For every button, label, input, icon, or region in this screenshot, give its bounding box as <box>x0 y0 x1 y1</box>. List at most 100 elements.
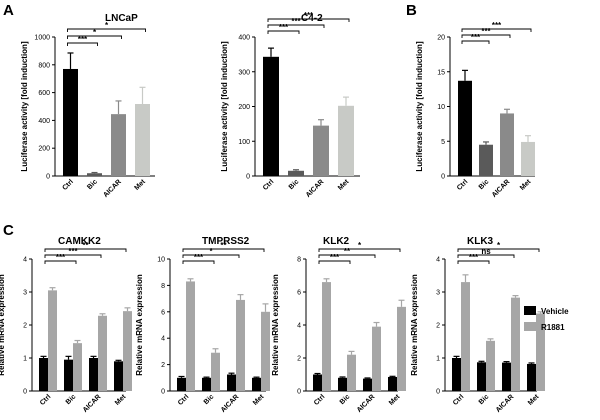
chart-title: TMPRSS2 <box>202 236 250 247</box>
significance-bracket <box>267 24 325 28</box>
significance-bracket <box>318 248 401 252</box>
bar-ctrl-r1881 <box>461 282 470 391</box>
bar-met <box>521 141 535 176</box>
y-tick-label: 10 <box>437 104 445 111</box>
chart-c4-2: C4-2 Luciferase activity [fold induction]… <box>220 11 360 199</box>
legend-swatch-vehicle <box>524 306 536 315</box>
significance-label: * <box>105 21 109 30</box>
significance-bracket <box>267 30 300 34</box>
bar-bic-vehicle <box>202 377 211 391</box>
y-tick-label: 0 <box>441 174 445 181</box>
bar-ctrl-vehicle <box>177 377 186 391</box>
bar-ctrl <box>458 80 472 176</box>
significance-label: ** <box>220 241 227 250</box>
y-tick-label: 200 <box>238 104 250 111</box>
y-tick-label: 1000 <box>34 35 50 42</box>
y-tick-label: 10 <box>157 257 165 264</box>
significance-label: * <box>497 241 501 250</box>
bar-bic-r1881 <box>486 340 495 391</box>
y-tick-label: 5 <box>441 139 445 146</box>
significance-label: * <box>358 241 362 250</box>
significance-label: *** <box>291 17 301 26</box>
y-tick-label: 0 <box>46 174 50 181</box>
y-axis-label: Luciferase activity [fold induction] <box>220 41 229 172</box>
bar-bic-r1881 <box>73 343 82 391</box>
y-tick-label: 3 <box>436 290 440 297</box>
significance-label: *** <box>279 23 289 32</box>
panel-letter-b: B <box>406 2 417 19</box>
y-axis-label: Relative mRNA expression <box>410 274 419 376</box>
significance-bracket <box>44 254 102 258</box>
y-tick-label: 0 <box>297 389 301 396</box>
significance-bracket <box>67 35 122 39</box>
bar-met-vehicle <box>252 377 261 391</box>
significance-label: *** <box>492 21 502 30</box>
significance-bracket <box>182 248 265 252</box>
y-tick-label: 20 <box>437 35 445 42</box>
bar-ctrl-vehicle <box>452 358 461 391</box>
bar-aicar-r1881 <box>511 297 520 391</box>
y-tick-label: 6 <box>161 309 165 316</box>
y-axis-label: Luciferase activity [fold induction] <box>20 41 29 172</box>
y-axis-label: Relative mRNA expression <box>135 274 144 376</box>
y-tick-label: 8 <box>297 257 301 264</box>
y-tick-label: 300 <box>238 69 250 76</box>
y-tick-label: 4 <box>297 323 301 330</box>
y-tick-label: 100 <box>238 139 250 146</box>
y-tick-label: 2 <box>436 323 440 330</box>
bar-ctrl <box>263 56 279 177</box>
bar-aicar-vehicle <box>89 358 98 391</box>
y-tick-label: 2 <box>297 356 301 363</box>
significance-bracket <box>457 260 490 264</box>
y-tick-label: 200 <box>38 146 50 153</box>
bar-bic <box>288 170 304 176</box>
legend-label-r1881: R1881 <box>541 323 565 332</box>
bar-aicar-vehicle <box>363 378 372 391</box>
bar-aicar-r1881 <box>236 299 245 391</box>
significance-bracket <box>457 248 540 252</box>
bar-bic <box>479 144 493 176</box>
y-tick-label: 0 <box>23 389 27 396</box>
significance-label: *** <box>56 253 66 262</box>
bar-aicar-r1881 <box>372 326 381 391</box>
significance-label: *** <box>471 33 481 42</box>
significance-bracket <box>44 260 77 264</box>
significance-bracket <box>67 28 146 32</box>
bar-aicar-r1881 <box>98 315 107 391</box>
bar-ctrl-r1881 <box>48 290 57 391</box>
y-axis-label: Relative mRNA expression <box>271 274 280 376</box>
chart-title: KLK3 <box>467 236 494 247</box>
significance-bracket <box>461 40 490 44</box>
significance-label: * <box>93 28 97 37</box>
significance-bracket <box>67 42 98 46</box>
bar-ctrl <box>63 68 78 176</box>
y-tick-label: 400 <box>238 35 250 42</box>
y-tick-label: 4 <box>23 257 27 264</box>
significance-label: *** <box>194 253 204 262</box>
bar-ctrl-vehicle <box>313 374 322 391</box>
significance-label: *** <box>68 247 78 256</box>
bar-ctrl-vehicle <box>39 358 48 391</box>
y-tick-label: 400 <box>38 118 50 125</box>
bar-met-r1881 <box>397 306 406 391</box>
significance-bracket <box>461 34 511 38</box>
y-tick-label: 0 <box>246 174 250 181</box>
y-tick-label: 3 <box>23 290 27 297</box>
bar-aicar <box>313 125 329 176</box>
bar-met-vehicle <box>114 361 123 391</box>
legend-swatch-r1881 <box>524 322 536 331</box>
chart-title: C4-2 <box>301 13 323 24</box>
bar-met-r1881 <box>261 311 270 391</box>
significance-bracket <box>44 248 127 252</box>
y-tick-label: 4 <box>436 257 440 264</box>
bar-aicar <box>500 113 514 176</box>
bar-bic <box>87 173 102 176</box>
bar-ctrl-r1881 <box>186 281 195 391</box>
significance-bracket <box>267 18 350 22</box>
y-tick-label: 8 <box>161 283 165 290</box>
chart-title: CAMKK2 <box>58 236 101 247</box>
significance-label: ** <box>344 247 351 256</box>
y-tick-label: 15 <box>437 69 445 76</box>
